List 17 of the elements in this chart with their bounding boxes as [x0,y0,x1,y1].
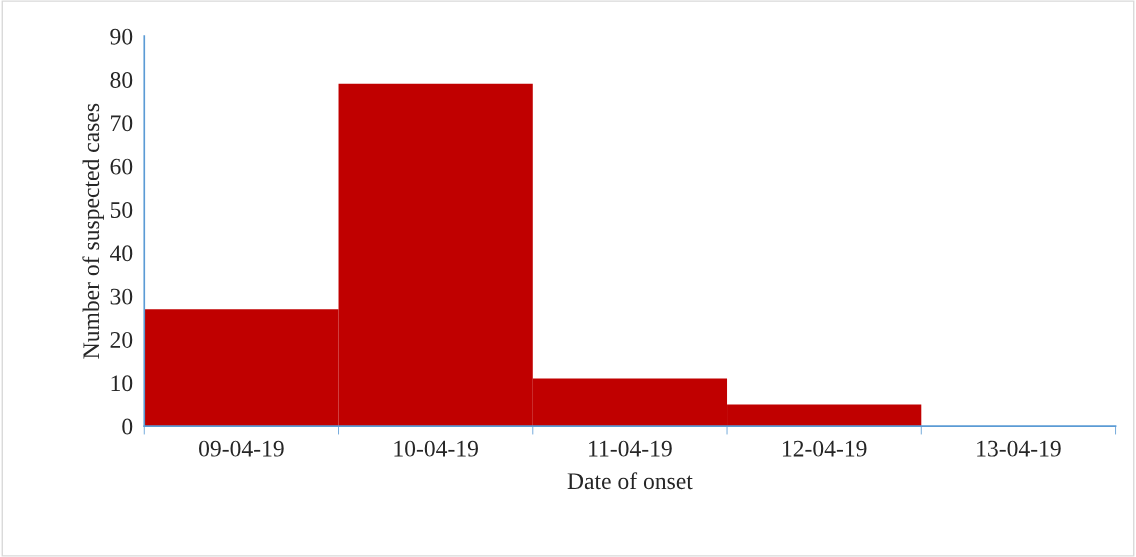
y-tick-label: 10 [111,375,133,392]
x-axis-title: Date of onset [567,472,693,490]
y-tick-label: 20 [110,331,133,348]
x-tick-label: 13-04-19 [977,440,1061,457]
x-tick-label: 09-04-19 [199,440,284,457]
y-tick-label: 80 [110,72,133,88]
y-tick-label: 40 [110,245,133,262]
y-tick-label: 30 [110,288,133,305]
x-tick-label: 11-04-19 [589,440,672,457]
y-tick-label: 70 [111,115,133,132]
y-tick-label: 50 [110,201,133,218]
y-tick-label: 60 [110,158,133,175]
y-tick-label: 0 [122,418,133,435]
y-tick-label: 90 [110,28,133,45]
y-axis-title: Number of suspected cases [82,103,104,359]
x-tick-label: 12-04-19 [782,440,867,457]
x-tick-label: 10-04-19 [394,440,478,457]
